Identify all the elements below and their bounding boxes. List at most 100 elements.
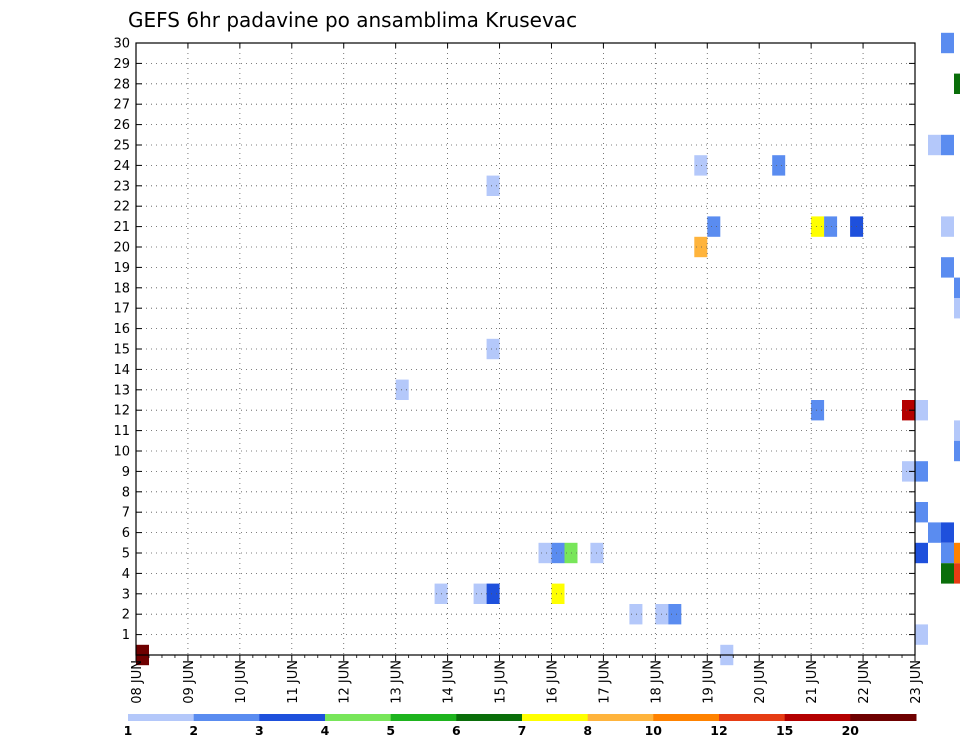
legend-swatch-3 — [325, 714, 392, 721]
precip-cell-25 — [954, 277, 960, 298]
y-tick-label: 14 — [113, 363, 130, 378]
precip-cell-49 — [928, 522, 941, 543]
legend-label: 20 — [842, 723, 860, 738]
y-tick-label: 15 — [113, 343, 130, 358]
legend-swatch-7 — [587, 714, 654, 721]
precip-cell-13 — [772, 155, 786, 176]
x-tick-label: 12 JUN — [338, 660, 353, 704]
legend-label: 12 — [710, 723, 727, 738]
legend-label: 5 — [386, 723, 395, 738]
precip-cell-58 — [941, 563, 954, 584]
precip-cell-35 — [902, 400, 915, 421]
y-tick-label: 18 — [113, 281, 130, 296]
precip-cell-55 — [941, 542, 954, 564]
x-tick-label: 19 JUN — [701, 660, 716, 704]
y-tick-label: 3 — [122, 587, 130, 602]
precip-cell-63 — [551, 583, 565, 604]
precip-cell-59 — [954, 563, 960, 584]
y-tick-label: 7 — [122, 506, 130, 521]
legend-swatch-4 — [390, 714, 457, 721]
precip-cell-57 — [915, 542, 928, 564]
y-tick-label: 6 — [122, 526, 130, 541]
precip-cell-12 — [694, 155, 708, 176]
color-legend: 1 2 3 4 5 6 7 8 10 12 15 20 — [124, 714, 917, 738]
x-tick-label: 17 JUN — [597, 660, 612, 704]
legend-swatch-0 — [128, 714, 195, 721]
legend-swatch-9 — [719, 714, 786, 721]
legend-label: 1 — [124, 723, 133, 738]
precip-cell-11 — [941, 134, 954, 156]
legend-label: 7 — [518, 723, 527, 738]
y-tick-label: 11 — [113, 424, 130, 439]
y-tick-label: 29 — [113, 57, 130, 72]
precip-cell-61 — [473, 583, 487, 604]
x-tick-label: 21 JUN — [805, 660, 820, 704]
y-axis: 1234567891011121314151617181920212223242… — [113, 37, 915, 643]
precip-cell-10 — [928, 134, 941, 156]
precip-cell-34 — [811, 400, 825, 421]
y-tick-label: 4 — [122, 567, 130, 582]
precip-cell-37 — [954, 420, 960, 441]
x-tick-label: 14 JUN — [442, 660, 457, 704]
precip-cell-16 — [811, 216, 825, 237]
y-tick-label: 25 — [113, 139, 130, 154]
y-tick-label: 8 — [122, 485, 130, 500]
precip-cell-1 — [941, 32, 954, 54]
y-tick-label: 10 — [113, 445, 130, 460]
legend-label: 15 — [776, 723, 793, 738]
plot-frame — [135, 42, 916, 656]
grid-layer — [136, 42, 915, 655]
legend-swatch-2 — [259, 714, 326, 721]
precip-cell-48 — [915, 502, 928, 523]
x-tick-label: 22 JUN — [857, 660, 872, 704]
precip-cell-46 — [915, 461, 928, 482]
y-tick-label: 5 — [122, 547, 130, 562]
precip-cell-51 — [538, 542, 552, 564]
legend-label: 10 — [645, 723, 663, 738]
y-tick-label: 20 — [113, 241, 130, 256]
y-tick-label: 22 — [113, 200, 130, 215]
precip-cell-52 — [551, 542, 565, 564]
precip-cell-36 — [915, 400, 928, 421]
precip-cell-32 — [395, 379, 409, 400]
y-tick-label: 16 — [113, 322, 130, 337]
precip-cell-42 — [954, 440, 960, 462]
x-tick-label: 10 JUN — [234, 660, 249, 704]
x-tick-label: 08 JUN — [130, 660, 145, 704]
legend-swatch-11 — [850, 714, 917, 721]
y-tick-label: 30 — [113, 37, 130, 52]
chart-title: GEFS 6hr padavine po ansamblima Krusevac — [128, 8, 577, 32]
legend-swatch-8 — [653, 714, 720, 721]
x-tick-label: 13 JUN — [390, 660, 405, 704]
legend-swatch-5 — [456, 714, 523, 721]
precip-cell-26 — [954, 298, 960, 319]
precip-cell-68 — [915, 624, 928, 645]
precip-cell-64 — [629, 604, 643, 625]
x-tick-label: 15 JUN — [494, 660, 509, 704]
precip-cell-17 — [824, 216, 838, 237]
precip-cell-50 — [941, 522, 954, 543]
x-axis: 08 JUN 09 JUN 10 JUN 11 JUN 12 JUN 13 JUN 14 J… — [130, 43, 924, 704]
legend-label: 2 — [189, 723, 198, 738]
y-tick-label: 23 — [113, 179, 130, 194]
x-tick-label: 09 JUN — [182, 660, 197, 704]
y-tick-label: 12 — [113, 404, 130, 419]
y-tick-label: 28 — [113, 77, 130, 92]
x-tick-label: 18 JUN — [649, 660, 664, 704]
legend-label: 8 — [583, 723, 592, 738]
legend-label: 6 — [452, 723, 461, 738]
x-tick-label: 20 JUN — [753, 660, 768, 704]
precip-cell-22 — [694, 236, 708, 258]
y-tick-label: 13 — [113, 383, 130, 398]
y-tick-label: 27 — [113, 98, 130, 113]
legend-label: 3 — [255, 723, 264, 738]
precip-cell-62 — [486, 583, 500, 604]
y-tick-label: 9 — [122, 465, 130, 480]
y-tick-label: 17 — [113, 302, 130, 317]
precip-cell-14 — [486, 175, 500, 196]
y-tick-label: 26 — [113, 118, 130, 133]
x-tick-label: 11 JUN — [286, 660, 301, 704]
y-tick-label: 21 — [113, 220, 130, 235]
